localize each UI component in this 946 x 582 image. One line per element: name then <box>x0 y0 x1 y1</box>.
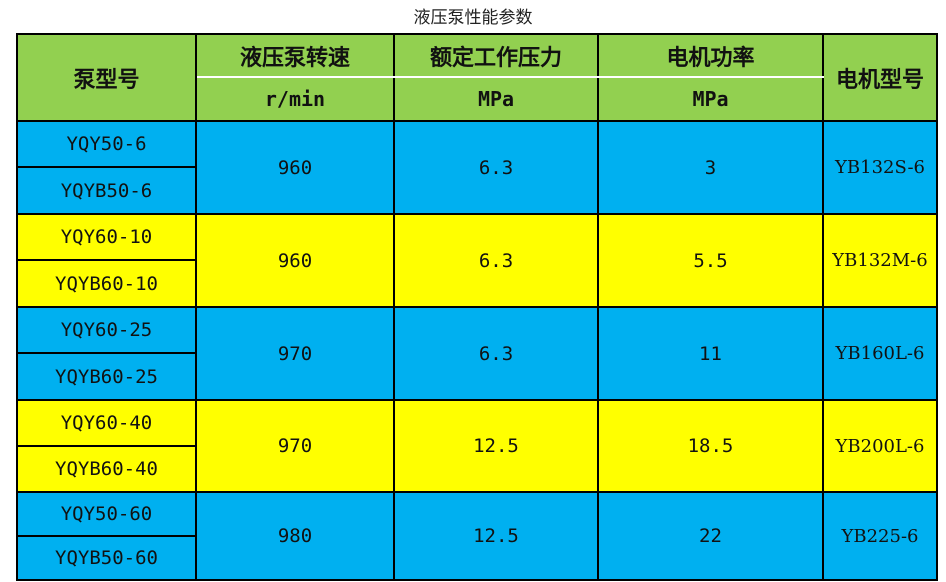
header-unit-row: r/min MPa MPa <box>17 76 937 122</box>
header-power-unit: MPa <box>597 76 824 122</box>
model-cell: YQYB60-10 <box>16 259 197 308</box>
power-cell: 18.5 <box>597 399 824 493</box>
model-cell: YQY60-40 <box>16 399 197 447</box>
header-motor: 电机型号 <box>822 33 938 122</box>
motor-cell: YB200L-6 <box>822 399 938 493</box>
speed-cell: 970 <box>195 306 395 401</box>
table-row: YQYB50-6 <box>16 166 937 215</box>
power-cell: 11 <box>597 306 824 401</box>
table-row: YQY60-40 970 12.5 18.5 YB200L-6 <box>16 399 938 493</box>
model-cell: YQY60-10 <box>16 213 197 261</box>
model-cell: YQYB50-60 <box>16 535 197 581</box>
speed-cell: 970 <box>195 399 395 493</box>
header-speed: 液压泵转速 <box>195 33 395 78</box>
table-row: YQY60-25 970 6.3 11 YB160L-6 <box>16 306 938 401</box>
header-speed-unit: r/min <box>195 76 395 122</box>
table-row: YQYB50-60 <box>16 535 937 581</box>
model-cell: YQYB60-40 <box>16 445 197 493</box>
speed-cell: 960 <box>195 213 395 308</box>
pump-performance-table: 泵型号 液压泵转速 额定工作压力 电机功率 电机型号 r/min MPa MPa… <box>16 33 938 581</box>
table-row: YQYB60-10 <box>16 259 937 308</box>
model-cell: YQYB60-25 <box>16 352 197 401</box>
power-cell: 22 <box>597 491 824 581</box>
table-row: YQY60-10 960 6.3 5.5 YB132M-6 <box>16 213 938 308</box>
table-row: YQYB60-25 <box>16 352 937 401</box>
pressure-cell: 12.5 <box>393 491 599 581</box>
pressure-cell: 6.3 <box>393 120 599 215</box>
header-model: 泵型号 <box>16 33 197 122</box>
pressure-cell: 6.3 <box>393 213 599 308</box>
header-power: 电机功率 <box>597 33 824 78</box>
motor-cell: YB160L-6 <box>822 306 938 401</box>
pressure-cell: 12.5 <box>393 399 599 493</box>
header-pressure: 额定工作压力 <box>393 33 599 78</box>
motor-cell: YB225-6 <box>822 491 938 581</box>
model-cell: YQY50-6 <box>16 120 197 168</box>
header-pressure-unit: MPa <box>393 76 599 122</box>
model-cell: YQY50-60 <box>16 491 197 537</box>
header-row: 泵型号 液压泵转速 额定工作压力 电机功率 电机型号 <box>16 33 938 122</box>
motor-cell: YB132M-6 <box>822 213 938 308</box>
model-cell: YQYB50-6 <box>16 166 197 215</box>
table-title: 液压泵性能参数 <box>413 8 533 28</box>
table-row: YQY50-6 960 6.3 3 YB132S-6 <box>16 120 938 215</box>
speed-cell: 980 <box>195 491 395 581</box>
table-row: YQY50-60 980 12.5 22 YB225-6 <box>16 491 938 581</box>
pressure-cell: 6.3 <box>393 306 599 401</box>
speed-cell: 960 <box>195 120 395 215</box>
motor-cell: YB132S-6 <box>822 120 938 215</box>
table-row: YQYB60-40 <box>16 445 937 493</box>
model-cell: YQY60-25 <box>16 306 197 354</box>
power-cell: 3 <box>597 120 824 215</box>
power-cell: 5.5 <box>597 213 824 308</box>
